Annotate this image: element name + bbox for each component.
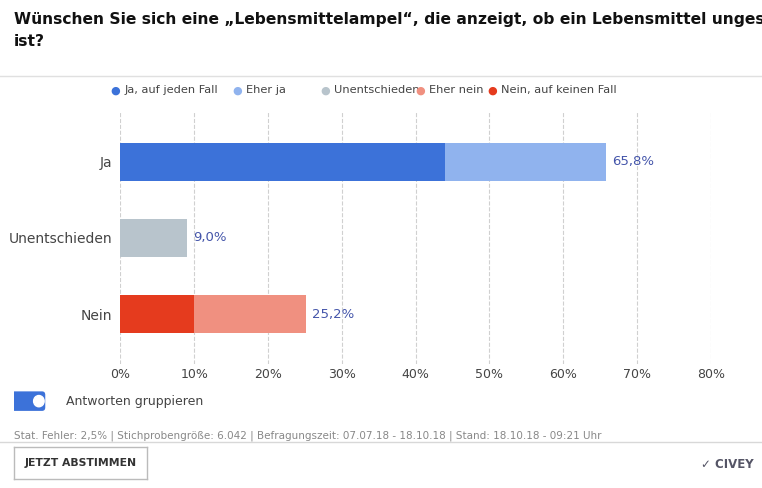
Bar [445, 142, 606, 181]
Text: ✓ CIVEY: ✓ CIVEY [701, 458, 754, 471]
Text: ●: ● [110, 85, 120, 95]
Bar [120, 219, 187, 257]
Text: Eher nein: Eher nein [429, 85, 484, 95]
Text: Stat. Fehler: 2,5% | Stichprobengröße: 6.042 | Befragungszeit: 07.07.18 - 18.10.: Stat. Fehler: 2,5% | Stichprobengröße: 6… [14, 430, 601, 441]
Text: ist?: ist? [14, 34, 45, 49]
Text: 65,8%: 65,8% [612, 155, 654, 168]
Text: Ja, auf jeden Fall: Ja, auf jeden Fall [124, 85, 218, 95]
Text: Unentschieden: Unentschieden [334, 85, 419, 95]
Text: ●: ● [488, 85, 498, 95]
Text: Wünschen Sie sich eine „Lebensmittelampel“, die anzeigt, ob ein Lebensmittel ung: Wünschen Sie sich eine „Lebensmittelampe… [14, 12, 762, 27]
Text: Nein, auf keinen Fall: Nein, auf keinen Fall [501, 85, 617, 95]
Text: JETZT ABSTIMMEN: JETZT ABSTIMMEN [24, 458, 136, 468]
Circle shape [34, 395, 44, 407]
Text: 9,0%: 9,0% [193, 231, 226, 244]
Bar [120, 142, 445, 181]
Text: ●: ● [320, 85, 330, 95]
Text: ●: ● [415, 85, 425, 95]
Text: 25,2%: 25,2% [312, 307, 354, 321]
Text: Eher ja: Eher ja [246, 85, 286, 95]
FancyBboxPatch shape [11, 391, 45, 411]
Text: Antworten gruppieren: Antworten gruppieren [66, 395, 203, 407]
Bar [194, 295, 306, 333]
Text: ●: ● [232, 85, 242, 95]
Bar [120, 295, 194, 333]
